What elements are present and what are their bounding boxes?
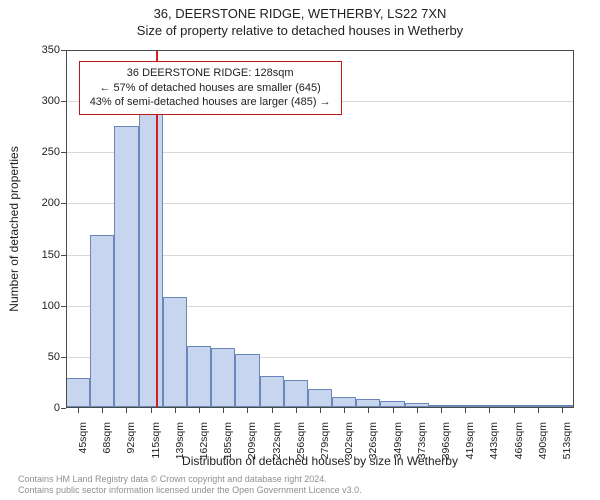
xtick-mark [441,408,442,413]
ytick-label: 350 [42,44,60,56]
x-axis-label: Distribution of detached houses by size … [66,454,574,468]
caption-line2: Contains public sector information licen… [18,485,362,496]
ytick-label: 100 [42,300,60,312]
xtick-mark [78,408,79,413]
xtick-label: 68sqm [101,422,113,454]
xtick-mark [175,408,176,413]
ytick-mark [61,408,66,409]
xtick-label: 92sqm [125,422,137,454]
ytick-label: 50 [48,351,60,363]
caption-line1: Contains HM Land Registry data © Crown c… [18,474,362,485]
title-line1: 36, DEERSTONE RIDGE, WETHERBY, LS22 7XN [0,6,600,21]
xtick-mark [247,408,248,413]
xtick-mark [344,408,345,413]
xtick-mark [126,408,127,413]
xtick-mark [368,408,369,413]
xticks: 45sqm68sqm92sqm115sqm139sqm162sqm185sqm2… [66,50,574,408]
xtick-mark [465,408,466,413]
titles: 36, DEERSTONE RIDGE, WETHERBY, LS22 7XN … [0,6,600,38]
xtick-mark [417,408,418,413]
xtick-mark [296,408,297,413]
title-line2: Size of property relative to detached ho… [0,23,600,38]
ytick-label: 150 [42,249,60,261]
xtick-mark [223,408,224,413]
ytick-label: 300 [42,95,60,107]
figure: 36, DEERSTONE RIDGE, WETHERBY, LS22 7XN … [0,0,600,500]
xtick-mark [320,408,321,413]
y-axis-label: Number of detached properties [7,146,21,311]
xtick-mark [102,408,103,413]
xtick-mark [151,408,152,413]
xtick-mark [489,408,490,413]
xtick-mark [514,408,515,413]
xtick-mark [562,408,563,413]
xtick-mark [199,408,200,413]
caption: Contains HM Land Registry data © Crown c… [18,474,362,497]
xtick-mark [538,408,539,413]
ytick-label: 250 [42,146,60,158]
xtick-mark [393,408,394,413]
ytick-label: 0 [54,402,60,414]
ytick-label: 200 [42,197,60,209]
xtick-mark [272,408,273,413]
xtick-label: 45sqm [77,422,89,454]
plot-area: 36 DEERSTONE RIDGE: 128sqm← 57% of detac… [66,50,574,408]
